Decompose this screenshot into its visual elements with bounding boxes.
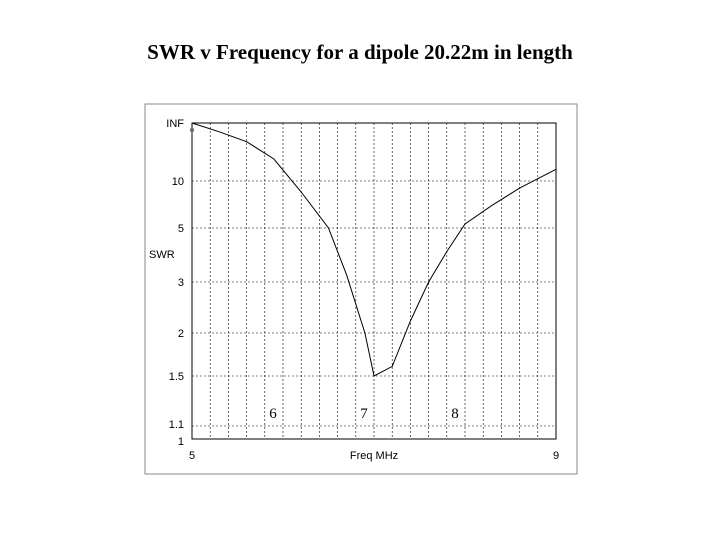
inner-x-label: 7 (360, 406, 368, 422)
chart-title: SWR v Frequency for a dipole 20.22m in l… (147, 40, 573, 64)
grid (192, 123, 556, 439)
y-tick-label: INF (166, 118, 184, 130)
y-tick-label: 1.5 (169, 371, 184, 383)
swr-series-line (191, 122, 557, 377)
y-tick-label: 5 (178, 223, 184, 235)
y-axis-ticks: 1 1.1 1.5 2 3 5 10 INF (166, 118, 184, 448)
start-marker (190, 128, 194, 132)
x-tick-label: 5 (189, 450, 195, 462)
x-tick-label: 9 (553, 450, 559, 462)
plot-border (191, 122, 557, 440)
x-axis-label: Freq MHz (350, 450, 398, 462)
inner-x-label: 8 (451, 406, 459, 422)
inner-x-label: 6 (269, 406, 277, 422)
y-tick-label: 10 (172, 176, 184, 188)
y-tick-label: 3 (178, 277, 184, 289)
y-axis-label: SWR (149, 249, 175, 261)
y-tick-label: 1.1 (169, 419, 184, 431)
chart-frame (144, 103, 578, 475)
y-tick-label: 1 (178, 436, 184, 448)
y-tick-label: 2 (178, 328, 184, 340)
inner-frequency-labels: 6 7 8 (269, 406, 459, 422)
